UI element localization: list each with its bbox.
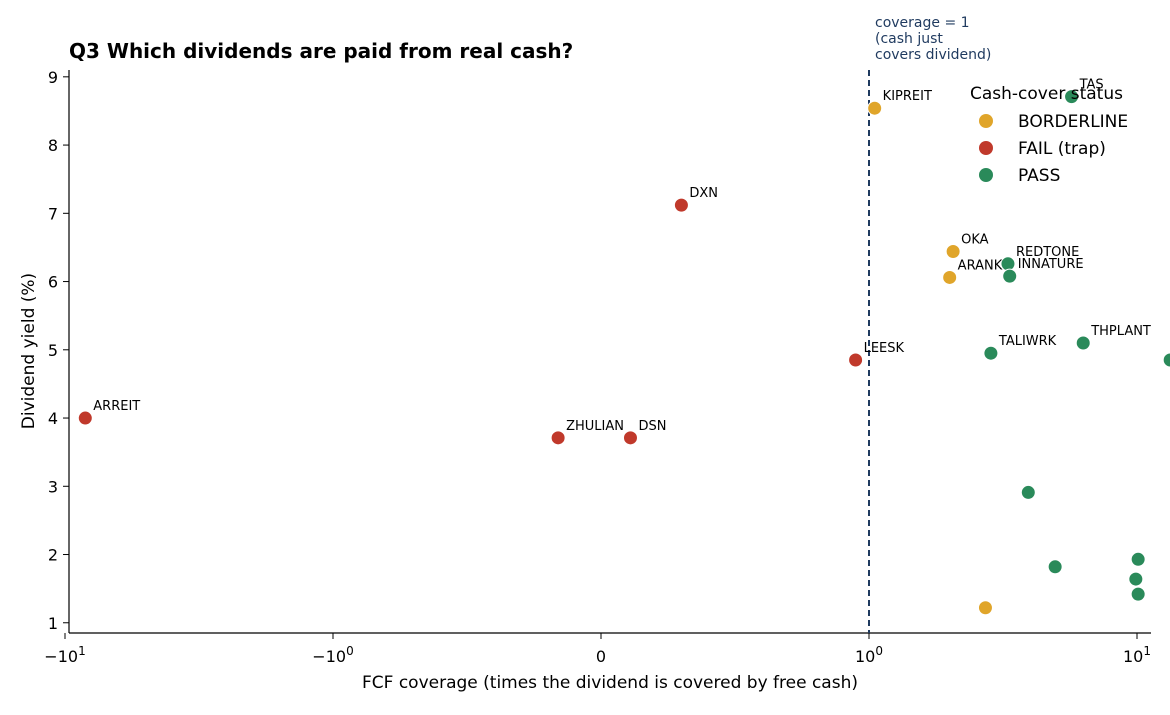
data-point-label: TALIWRK [998,334,1057,349]
data-point-label: INNATURE [1018,257,1084,272]
data-point-label: KIPREIT [883,89,932,104]
data-point [945,244,961,260]
data-point-labels: GOPENGARREITZHULIANDSNDXNLEESKKIPREITOKA… [93,78,1151,434]
data-point [1162,352,1170,368]
data-points [77,89,1170,616]
chart-title: Q3 Which dividends are paid from real ca… [69,39,573,63]
data-point [1128,571,1144,587]
data-point [77,410,93,426]
data-point [550,430,566,446]
data-point-label: ARREIT [93,399,140,414]
data-point [1000,256,1016,272]
legend-title: Cash-cover status [970,84,1123,104]
y-tick-label: 9 [48,68,58,87]
data-point-label: OKA [961,233,989,248]
y-tick-label: 2 [48,546,58,565]
legend-entry-label: FAIL (trap) [1018,139,1106,159]
legend-entry-label: PASS [1018,166,1060,186]
data-point [622,430,638,446]
data-point-label: LEESK [864,341,905,356]
reference-line-label: coverage = 1 [875,15,970,31]
data-point [1075,335,1091,351]
data-point-label: ARANK [958,258,1003,273]
x-tick-label: −101 [44,644,85,666]
data-point [867,100,883,116]
x-axis-label: FCF coverage (times the dividend is cove… [362,673,858,693]
y-tick-label: 1 [48,614,58,633]
legend-marker [979,141,993,155]
x-tick-label: −100 [312,644,353,666]
plot-area [68,70,1151,634]
x-axis-ticks: −101 −100 0 100 101 [44,633,1151,666]
data-point-label: DXN [689,186,718,201]
data-point-label: REDTONE [1016,245,1079,260]
y-tick-label: 7 [48,204,58,223]
data-point [1130,586,1146,602]
reference-line-label: (cash just [875,31,943,47]
legend-entry-label: BORDERLINE [1018,112,1128,132]
data-point [1064,89,1080,105]
y-tick-label: 4 [48,409,58,428]
data-point [1130,551,1146,567]
data-point-label: DSN [638,419,666,434]
x-tick-label: 0 [596,647,606,666]
y-tick-label: 6 [48,273,58,292]
data-point [1020,484,1036,500]
legend-marker [979,114,993,128]
data-point [848,352,864,368]
legend: Cash-cover status BORDERLINE FAIL (trap) P… [970,84,1128,186]
reference-line-label: covers dividend) [875,47,991,63]
data-point [977,600,993,616]
data-point [1047,559,1063,575]
x-tick-label: 100 [855,644,883,666]
data-point-label: TAS [1079,78,1104,93]
y-tick-label: 5 [48,341,58,360]
legend-marker [979,168,993,182]
y-axis-ticks: 1 2 3 4 5 6 7 8 9 [48,68,69,633]
y-tick-label: 3 [48,477,58,496]
data-point-label: ZHULIAN [566,419,624,434]
y-axis-label: Dividend yield (%) [19,273,39,429]
data-point [942,269,958,285]
data-point [983,345,999,361]
data-point-label: THPLANT [1090,324,1151,339]
data-point [1002,268,1018,284]
x-tick-label: 101 [1123,644,1151,666]
y-tick-label: 8 [48,136,58,155]
data-point [673,197,689,213]
